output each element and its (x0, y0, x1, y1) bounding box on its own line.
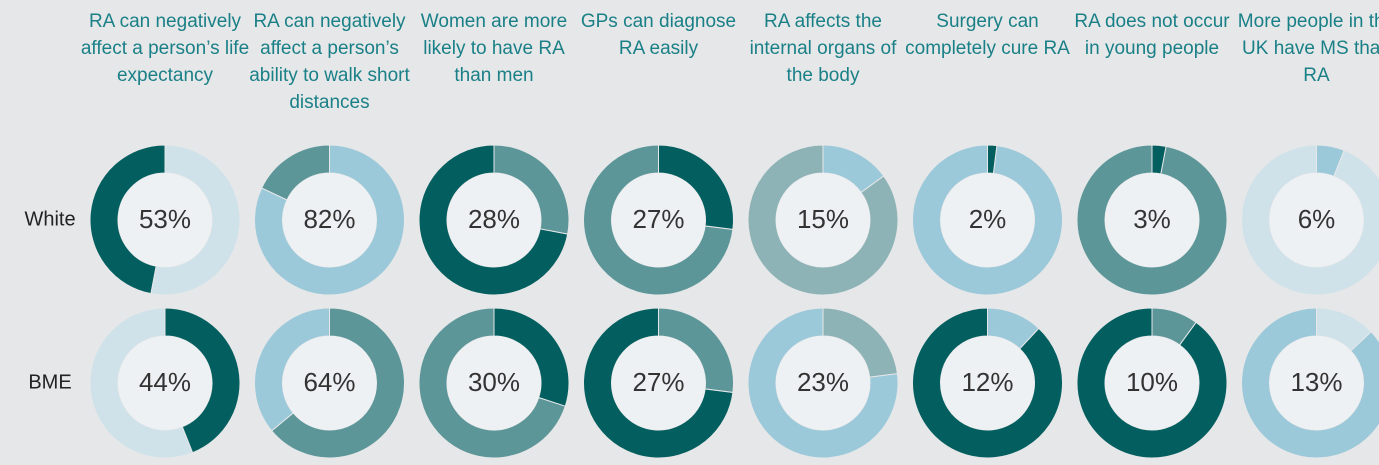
value-label: 13% (1290, 367, 1342, 397)
donut-center (282, 173, 377, 267)
value-label: 30% (468, 367, 520, 397)
donut-center (1105, 173, 1199, 267)
donut-center (776, 336, 870, 430)
value-label: 10% (1126, 367, 1178, 397)
donut-center (940, 336, 1035, 430)
donut-center (1269, 336, 1364, 430)
column-header: GPs can diagnose RA easily (580, 11, 737, 59)
value-label: 27% (632, 367, 684, 397)
donut-segment (822, 144, 885, 194)
column-header: More people in the UK have MS than RA (1237, 11, 1379, 86)
value-label: 44% (139, 367, 191, 397)
donut-center (282, 336, 377, 430)
value-label: 27% (632, 204, 684, 234)
donut-center (611, 336, 706, 430)
value-label: 64% (303, 367, 355, 397)
value-label: 12% (961, 367, 1013, 397)
value-label: 82% (303, 204, 355, 234)
value-label: 2% (969, 204, 1007, 234)
donut-center (1269, 173, 1364, 267)
donut-center (940, 173, 1035, 267)
donut-center (611, 173, 706, 267)
column-header: RA affects the internal organs of the bo… (749, 11, 897, 86)
column-header: Surgery can completely cure RA (905, 11, 1070, 59)
donut-center (118, 336, 212, 430)
value-label: 15% (797, 204, 849, 234)
value-label: 23% (797, 367, 849, 397)
value-label: 28% (468, 204, 520, 234)
row-label: White (24, 208, 75, 230)
donut-center (776, 173, 870, 267)
donut-center (118, 173, 212, 267)
donut-center (447, 173, 541, 267)
donut-center (447, 336, 541, 430)
column-header: RA does not occur in young people (1074, 11, 1230, 59)
value-label: 3% (1133, 204, 1171, 234)
value-label: 6% (1298, 204, 1336, 234)
column-header: Women are more likely to have RA than me… (420, 11, 568, 86)
donut-center (1105, 336, 1199, 430)
row-label: BME (28, 371, 71, 393)
column-header: RA can negatively affect a person’s abil… (249, 11, 410, 113)
donut-rest (89, 307, 194, 459)
column-header: RA can negatively affect a person’s life… (80, 11, 250, 86)
value-label: 53% (139, 204, 191, 234)
donut-segment (493, 307, 570, 407)
